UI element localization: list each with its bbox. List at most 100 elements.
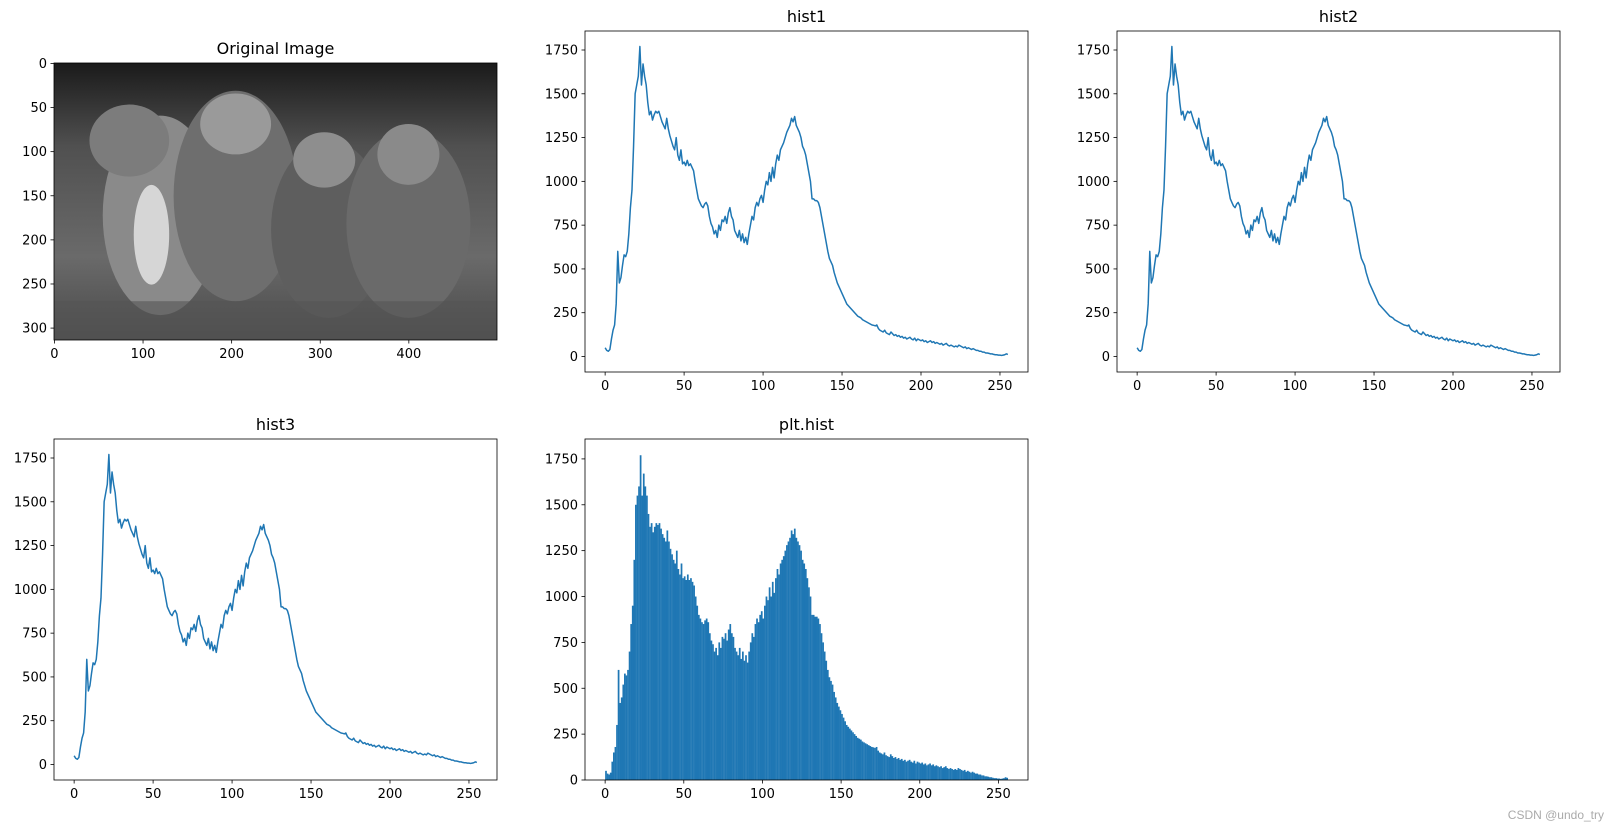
hist-bar [771, 581, 774, 780]
hist-bar [757, 622, 760, 780]
hist-bar [924, 763, 927, 780]
hist-bar [935, 765, 938, 780]
hist-bar [808, 587, 810, 780]
hist-bar [727, 629, 730, 780]
hist-bar [990, 777, 993, 780]
subplot-title: Original Image [217, 39, 335, 58]
hist-bar [624, 673, 626, 780]
image-shape [293, 132, 356, 188]
y-tick-label: 1750 [1077, 44, 1110, 59]
hist-bar [973, 772, 975, 780]
hist-bar [825, 660, 828, 780]
image-shape [173, 90, 298, 302]
x-tick-label: 150 [299, 787, 324, 802]
hist-bar [883, 752, 886, 780]
x-tick-label: 200 [378, 787, 403, 802]
hist-bar [617, 669, 620, 780]
hist-bar [929, 763, 931, 780]
x-tick-label: 200 [1441, 379, 1466, 394]
hist-bar [661, 534, 664, 780]
hist-bar [959, 768, 961, 780]
hist-bar [671, 554, 673, 780]
hist-bar [743, 660, 746, 780]
y-tick-label: 250 [553, 728, 578, 743]
hist-bar [888, 757, 891, 780]
hist-bar [957, 768, 960, 780]
axes-frame [53, 62, 498, 341]
hist-bar [636, 495, 639, 780]
x-tick-label: 250 [986, 787, 1011, 802]
hist-bar [966, 770, 969, 780]
hist-bar [685, 580, 688, 780]
plot-area [605, 455, 1009, 780]
hist-bar [605, 770, 607, 780]
hist-bar [635, 504, 637, 780]
hist-bar [647, 513, 650, 780]
axes-frame [53, 438, 498, 781]
hist-bar [715, 647, 717, 780]
hist-bar [970, 772, 972, 780]
y-tick-label: 1250 [14, 539, 47, 554]
hist-bar [740, 658, 743, 780]
hist-bar [719, 647, 722, 780]
x-tick-label: 250 [988, 379, 1013, 394]
hist-bar [616, 724, 618, 780]
hist-bar [845, 724, 848, 780]
hist-bar [875, 746, 878, 780]
hist-bar [754, 624, 757, 780]
subplot-title: hist1 [787, 7, 826, 26]
hist-bar [734, 647, 736, 780]
hist-bar [979, 774, 982, 780]
hist-bar [933, 766, 936, 780]
hist-bar [776, 568, 779, 780]
hist-bar [902, 760, 905, 780]
hist-bar [789, 537, 791, 780]
hist-bar [998, 778, 1001, 780]
hist-bar [932, 764, 935, 780]
hist-bar [793, 528, 796, 780]
hist-bar [836, 702, 839, 780]
y-tick-label: 750 [553, 219, 578, 234]
hist-bar [988, 777, 991, 780]
hist-bar [976, 773, 979, 780]
watermark: CSDN @undo_try [1508, 808, 1604, 822]
hist-bar [704, 620, 706, 780]
hist-bar [948, 768, 950, 780]
hist-bar [664, 541, 667, 780]
hist-bar [762, 618, 765, 780]
hist-bar [638, 486, 640, 780]
hist-bar [765, 596, 768, 780]
hist-bar [639, 455, 642, 780]
y-tick-label: 250 [1085, 306, 1110, 321]
x-tick-label: 100 [750, 787, 775, 802]
hist-bar [613, 752, 615, 780]
hist-bar [834, 697, 837, 780]
hist-bar [847, 726, 850, 780]
hist-bar [859, 739, 862, 780]
hist-bar [878, 752, 881, 780]
hist-bar [764, 605, 766, 780]
hist-bar [713, 651, 716, 780]
hist-bar [885, 755, 887, 780]
hist-bar [982, 775, 985, 780]
hist-bar [828, 677, 831, 780]
hist-bar [826, 669, 829, 780]
subplot: hist2 0 50 100 150 200 250 0 250 500 750 1000 1250 15… [1077, 7, 1561, 394]
y-tick-label: 0 [570, 774, 578, 789]
hist-bar [759, 614, 762, 780]
hist-bar [748, 651, 751, 780]
hist-bar [800, 550, 802, 780]
hist-bar [922, 764, 925, 780]
hist-bar [992, 777, 994, 780]
hist-bar [797, 541, 799, 780]
axes-frame [1116, 30, 1561, 373]
y-tick-label: 50 [30, 101, 47, 116]
hist-bar [911, 762, 914, 780]
y-tick-label: 1500 [14, 495, 47, 510]
hist-bar [688, 580, 691, 780]
hist-bar [974, 773, 977, 780]
hist-bar [609, 772, 612, 780]
hist-bar [641, 495, 644, 780]
hist-bar [844, 721, 846, 780]
